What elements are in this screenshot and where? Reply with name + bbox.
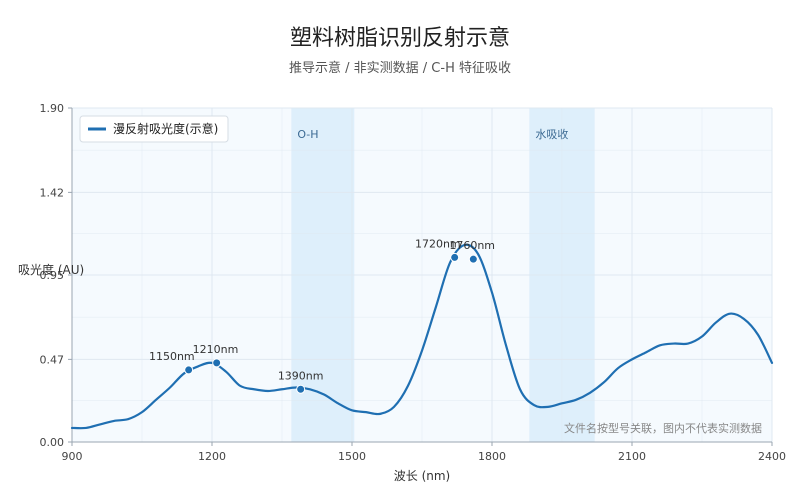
data-point-1210[interactable] [212,358,222,368]
y-axis-title: 吸光度 (AU) [18,262,84,277]
legend[interactable]: 漫反射吸光度(示意) [79,115,229,143]
band-label-1: O-H [297,128,318,141]
watermark-note: 文件名按型号关联，图内不代表实测数据 [564,421,762,435]
y-tick-label-3: 1.42 [40,186,65,199]
data-point-1760[interactable] [468,254,478,264]
y-tick-label-1: 0.47 [40,353,65,366]
x-tick-label-0: 900 [62,450,83,463]
chart-subtitle: 推导示意 / 非实测数据 / C-H 特征吸收 [289,61,511,76]
data-point-1720[interactable] [450,252,460,262]
x-tick-label-5: 2400 [758,450,786,463]
legend-box [79,115,229,143]
legend-label: 漫反射吸光度(示意) [113,121,218,136]
data-label-1390: 1390nm [278,369,324,382]
data-label-1720: 1720nm [415,237,461,250]
data-label-1760: 1760nm [449,239,495,252]
x-axis-title: 波长 (nm) [394,469,450,483]
data-label-1210: 1210nm [193,343,239,356]
x-tick-label-2: 1500 [338,450,366,463]
axes-layer: 900 1200 1500 1800 2100 2400 0.00 0.47 0.95 1.42 1… [40,102,787,463]
x-tick-label-3: 1800 [478,450,506,463]
data-label-1150: 1150nm [149,350,195,363]
x-tick-label-1: 1200 [198,450,226,463]
y-tick-label-2: 0.95 [40,269,65,282]
data-point-1150[interactable] [184,365,194,375]
y-tick-label-0: 0.00 [40,436,65,449]
x-tick-label-4: 2100 [618,450,646,463]
band-label-2: 水吸收 [535,127,568,141]
y-tick-label-4: 1.90 [40,102,65,115]
data-point-1390[interactable] [296,384,306,394]
chart-title: 塑料树脂识别反射示意 [289,26,510,51]
